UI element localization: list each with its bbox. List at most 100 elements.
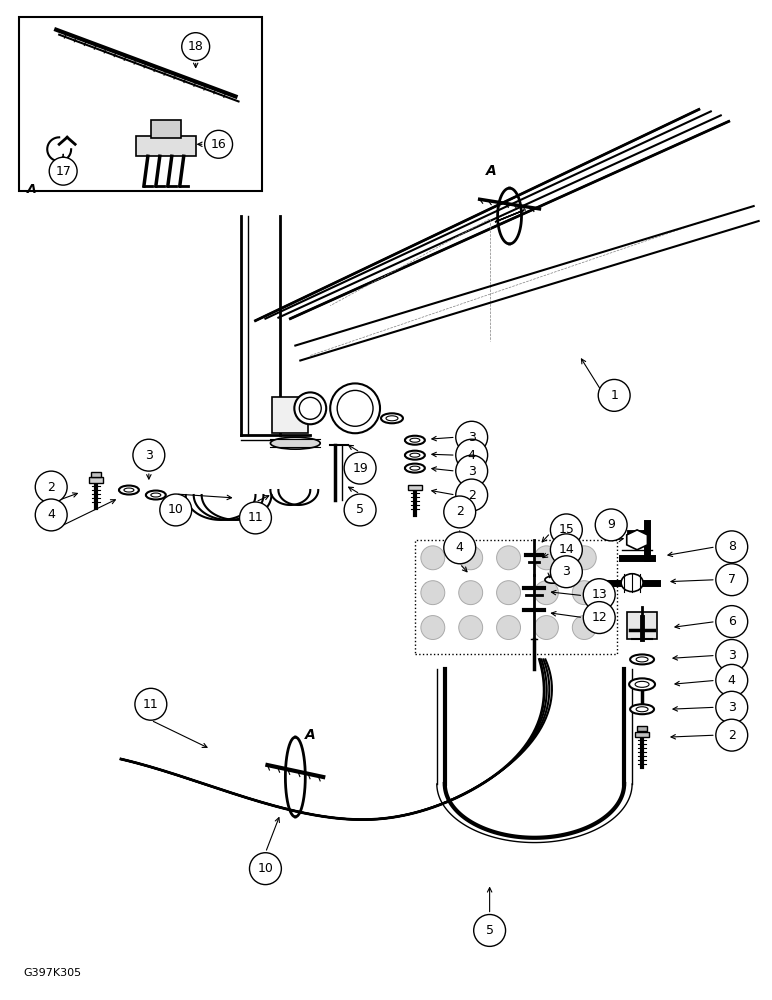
Circle shape (598, 379, 630, 411)
Circle shape (584, 579, 615, 611)
Circle shape (716, 691, 748, 723)
Text: 4: 4 (468, 449, 476, 462)
Circle shape (474, 915, 506, 946)
Circle shape (572, 546, 596, 570)
Circle shape (459, 546, 482, 570)
Text: 3: 3 (468, 465, 476, 478)
Text: 1: 1 (610, 389, 618, 402)
Circle shape (459, 581, 482, 605)
Circle shape (716, 531, 748, 563)
Circle shape (181, 33, 210, 61)
Circle shape (421, 546, 445, 570)
Circle shape (49, 157, 77, 185)
Ellipse shape (410, 453, 420, 457)
Circle shape (496, 616, 520, 639)
Circle shape (572, 616, 596, 639)
Text: 18: 18 (188, 40, 204, 53)
Ellipse shape (405, 436, 425, 445)
Circle shape (584, 602, 615, 634)
Circle shape (716, 664, 748, 696)
Ellipse shape (381, 413, 403, 423)
Circle shape (716, 639, 748, 671)
Bar (415, 540, 617, 654)
Ellipse shape (270, 437, 320, 449)
Ellipse shape (386, 416, 398, 421)
Ellipse shape (405, 464, 425, 473)
Text: 9: 9 (608, 518, 615, 531)
Bar (273, 397, 308, 433)
Circle shape (572, 581, 596, 605)
Circle shape (534, 616, 558, 639)
Circle shape (459, 616, 482, 639)
Text: 4: 4 (728, 674, 736, 687)
Bar (91, 472, 101, 477)
Circle shape (534, 546, 558, 570)
Circle shape (294, 392, 327, 424)
Circle shape (133, 439, 164, 471)
Text: 14: 14 (558, 543, 574, 556)
Text: 10: 10 (258, 862, 273, 875)
Circle shape (716, 564, 748, 596)
Bar (637, 726, 647, 731)
Text: 7: 7 (728, 573, 736, 586)
Text: 15: 15 (558, 523, 574, 536)
Circle shape (496, 546, 520, 570)
Circle shape (716, 719, 748, 751)
Circle shape (550, 534, 582, 566)
Text: 3: 3 (563, 565, 571, 578)
Circle shape (595, 509, 627, 541)
Bar (408, 485, 422, 490)
Circle shape (550, 514, 582, 546)
Text: 4: 4 (455, 541, 464, 554)
Ellipse shape (410, 438, 420, 442)
Ellipse shape (124, 488, 134, 492)
Text: 8: 8 (728, 540, 736, 553)
Circle shape (455, 455, 488, 487)
Bar (151, 120, 181, 138)
Text: 11: 11 (143, 698, 159, 711)
Bar (635, 732, 649, 737)
Text: G397K305: G397K305 (23, 968, 81, 978)
Bar (136, 136, 195, 156)
Ellipse shape (629, 678, 655, 690)
Text: 19: 19 (352, 462, 368, 475)
Text: 3: 3 (728, 701, 736, 714)
Ellipse shape (146, 491, 166, 500)
Circle shape (239, 502, 272, 534)
Circle shape (455, 439, 488, 471)
Polygon shape (627, 530, 648, 550)
Ellipse shape (630, 654, 654, 664)
Bar (627, 612, 657, 639)
Circle shape (160, 494, 191, 526)
Circle shape (344, 452, 376, 484)
Text: 11: 11 (248, 511, 263, 524)
Text: 17: 17 (56, 165, 71, 178)
Circle shape (337, 390, 373, 426)
Text: 13: 13 (591, 588, 607, 601)
Text: 5: 5 (486, 924, 493, 937)
Ellipse shape (119, 486, 139, 495)
Circle shape (135, 688, 167, 720)
Circle shape (455, 479, 488, 511)
Circle shape (444, 532, 476, 564)
Ellipse shape (630, 704, 654, 714)
Text: 12: 12 (591, 611, 607, 624)
Circle shape (344, 494, 376, 526)
Ellipse shape (545, 576, 560, 583)
Circle shape (249, 853, 281, 885)
Text: 2: 2 (468, 489, 476, 502)
Ellipse shape (151, 493, 161, 497)
Ellipse shape (636, 657, 648, 662)
Text: 5: 5 (356, 503, 364, 516)
Circle shape (36, 499, 67, 531)
Bar (89, 477, 103, 483)
Circle shape (300, 397, 321, 419)
Circle shape (330, 383, 380, 433)
Text: 3: 3 (145, 449, 153, 462)
Circle shape (534, 581, 558, 605)
Circle shape (716, 606, 748, 638)
Text: 3: 3 (468, 431, 476, 444)
Text: A: A (27, 183, 37, 196)
Circle shape (455, 421, 488, 453)
Bar (19, 17, 262, 191)
